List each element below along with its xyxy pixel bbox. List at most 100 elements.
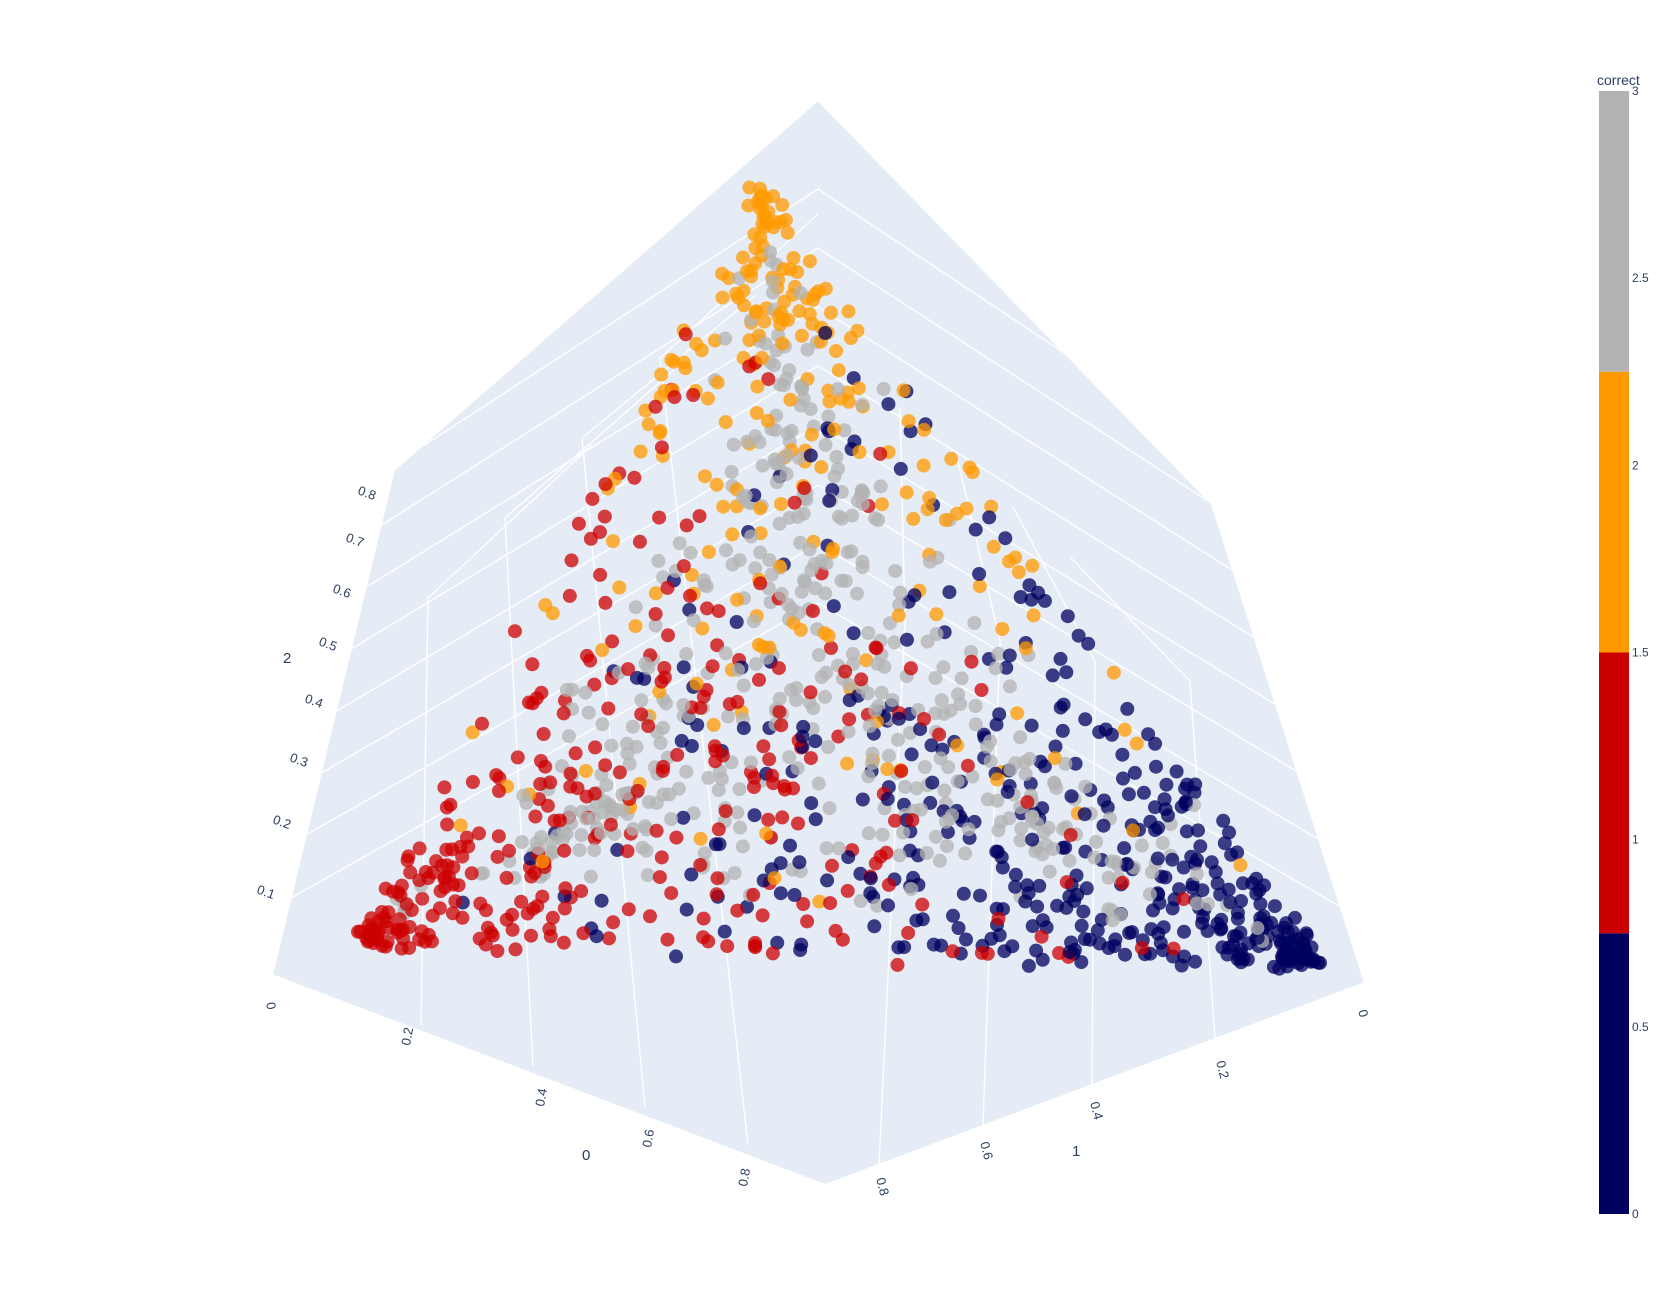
data-point[interactable] [965, 769, 980, 784]
data-point[interactable] [716, 499, 731, 514]
data-point[interactable] [370, 927, 385, 942]
data-point[interactable] [995, 622, 1010, 636]
data-point[interactable] [1148, 800, 1162, 815]
data-point[interactable] [905, 813, 920, 828]
data-point[interactable] [1178, 781, 1193, 796]
data-point[interactable] [755, 350, 769, 365]
data-point[interactable] [867, 919, 882, 934]
data-point[interactable] [926, 937, 941, 952]
data-point[interactable] [747, 780, 761, 794]
data-point[interactable] [729, 286, 744, 301]
data-point[interactable] [1059, 875, 1074, 890]
data-point[interactable] [899, 485, 914, 500]
data-point[interactable] [1079, 881, 1094, 896]
data-point[interactable] [729, 615, 744, 629]
data-point[interactable] [885, 693, 900, 708]
data-point[interactable] [484, 925, 499, 940]
data-point[interactable] [620, 736, 634, 751]
data-point[interactable] [1151, 820, 1166, 835]
data-point[interactable] [762, 752, 777, 767]
data-point[interactable] [578, 764, 593, 778]
data-point[interactable] [825, 483, 840, 497]
data-point[interactable] [1221, 882, 1236, 897]
data-point[interactable] [1058, 840, 1073, 855]
data-point[interactable] [887, 635, 902, 650]
data-point[interactable] [795, 729, 810, 744]
data-point[interactable] [1193, 839, 1208, 854]
data-point[interactable] [730, 903, 745, 918]
data-point[interactable] [1152, 896, 1167, 910]
data-point[interactable] [580, 648, 594, 663]
data-point[interactable] [841, 304, 856, 319]
data-point[interactable] [954, 671, 969, 686]
data-point[interactable] [775, 810, 790, 825]
data-point[interactable] [838, 574, 853, 588]
data-point[interactable] [991, 823, 1006, 838]
data-point[interactable] [869, 641, 884, 656]
data-point[interactable] [534, 754, 548, 768]
data-point[interactable] [792, 855, 807, 870]
data-point[interactable] [880, 762, 895, 777]
data-point[interactable] [571, 516, 586, 531]
data-point[interactable] [1013, 833, 1028, 848]
data-point[interactable] [748, 938, 763, 953]
data-point[interactable] [749, 406, 764, 420]
data-point[interactable] [906, 511, 921, 526]
data-point[interactable] [1087, 850, 1102, 865]
data-point[interactable] [829, 344, 844, 358]
data-point[interactable] [917, 760, 932, 774]
data-point[interactable] [519, 795, 534, 810]
data-point[interactable] [671, 781, 686, 796]
data-point[interactable] [1250, 921, 1265, 936]
data-point[interactable] [917, 712, 931, 726]
data-point[interactable] [915, 897, 930, 912]
data-point[interactable] [792, 304, 807, 319]
data-point[interactable] [928, 671, 943, 685]
data-point[interactable] [852, 445, 867, 459]
data-point[interactable] [605, 634, 620, 649]
data-point[interactable] [828, 923, 843, 938]
data-point[interactable] [634, 707, 649, 722]
data-point[interactable] [845, 508, 860, 523]
data-point[interactable] [1121, 787, 1136, 802]
data-point[interactable] [990, 844, 1005, 859]
data-point[interactable] [796, 897, 811, 911]
data-point[interactable] [439, 800, 454, 815]
data-point[interactable] [756, 739, 771, 754]
data-point[interactable] [1018, 894, 1033, 909]
data-point[interactable] [841, 850, 856, 865]
data-point[interactable] [925, 775, 940, 790]
data-point[interactable] [730, 805, 745, 820]
data-point[interactable] [748, 305, 763, 320]
data-point[interactable] [638, 656, 653, 671]
data-point[interactable] [1216, 813, 1231, 828]
data-point[interactable] [1021, 958, 1036, 973]
data-point[interactable] [879, 845, 894, 860]
data-point[interactable] [359, 931, 374, 946]
data-point[interactable] [896, 825, 911, 840]
data-point[interactable] [829, 449, 844, 464]
data-point[interactable] [964, 654, 979, 669]
data-point[interactable] [755, 188, 770, 203]
data-point[interactable] [861, 626, 876, 640]
data-point[interactable] [696, 689, 711, 704]
data-point[interactable] [744, 269, 759, 284]
data-point[interactable] [574, 828, 589, 842]
data-point[interactable] [1081, 636, 1096, 651]
data-point[interactable] [371, 914, 386, 929]
data-point[interactable] [831, 461, 845, 476]
data-point[interactable] [1165, 901, 1180, 916]
data-point[interactable] [415, 891, 430, 906]
data-point[interactable] [499, 870, 514, 885]
data-point[interactable] [455, 910, 470, 925]
data-point[interactable] [909, 913, 924, 928]
data-point[interactable] [804, 427, 819, 442]
data-point[interactable] [741, 198, 756, 213]
data-point[interactable] [819, 841, 834, 856]
data-point[interactable] [1287, 910, 1302, 925]
data-point[interactable] [736, 721, 751, 736]
data-point[interactable] [984, 499, 999, 514]
data-point[interactable] [874, 685, 889, 700]
data-point[interactable] [586, 811, 601, 826]
data-point[interactable] [421, 871, 436, 886]
